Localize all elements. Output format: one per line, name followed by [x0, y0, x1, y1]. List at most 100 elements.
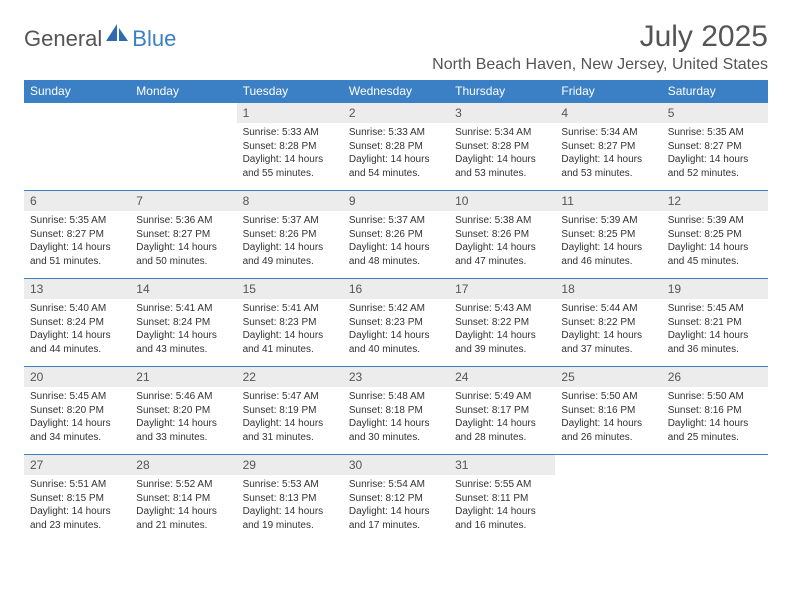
day-number: 21: [130, 367, 236, 387]
day-cell: 4Sunrise: 5:34 AMSunset: 8:27 PMDaylight…: [555, 103, 661, 191]
day-number: 30: [343, 455, 449, 475]
day-details: Sunrise: 5:44 AMSunset: 8:22 PMDaylight:…: [555, 299, 661, 362]
sunset: Sunset: 8:17 PM: [455, 404, 549, 418]
day-cell: 30Sunrise: 5:54 AMSunset: 8:12 PMDayligh…: [343, 455, 449, 543]
day-cell: 14Sunrise: 5:41 AMSunset: 8:24 PMDayligh…: [130, 279, 236, 367]
day-number: 17: [449, 279, 555, 299]
sunset: Sunset: 8:23 PM: [349, 316, 443, 330]
day-cell: 21Sunrise: 5:46 AMSunset: 8:20 PMDayligh…: [130, 367, 236, 455]
sunrise: Sunrise: 5:33 AM: [243, 126, 337, 140]
daylight: Daylight: 14 hours and 30 minutes.: [349, 417, 443, 444]
daylight: Daylight: 14 hours and 21 minutes.: [136, 505, 230, 532]
week-row: 27Sunrise: 5:51 AMSunset: 8:15 PMDayligh…: [24, 455, 768, 543]
sunset: Sunset: 8:26 PM: [455, 228, 549, 242]
daylight: Daylight: 14 hours and 45 minutes.: [668, 241, 762, 268]
day-number: 20: [24, 367, 130, 387]
sunrise: Sunrise: 5:45 AM: [668, 302, 762, 316]
sunset: Sunset: 8:20 PM: [136, 404, 230, 418]
daylight: Daylight: 14 hours and 54 minutes.: [349, 153, 443, 180]
daylight: Daylight: 14 hours and 36 minutes.: [668, 329, 762, 356]
daylight: Daylight: 14 hours and 52 minutes.: [668, 153, 762, 180]
logo-text-blue: Blue: [132, 26, 176, 52]
sunrise: Sunrise: 5:49 AM: [455, 390, 549, 404]
day-details: Sunrise: 5:41 AMSunset: 8:24 PMDaylight:…: [130, 299, 236, 362]
sunrise: Sunrise: 5:34 AM: [455, 126, 549, 140]
day-number: 23: [343, 367, 449, 387]
day-cell: 31Sunrise: 5:55 AMSunset: 8:11 PMDayligh…: [449, 455, 555, 543]
day-header: Monday: [130, 80, 236, 103]
day-number: 11: [555, 191, 661, 211]
day-cell: 8Sunrise: 5:37 AMSunset: 8:26 PMDaylight…: [237, 191, 343, 279]
sunset: Sunset: 8:28 PM: [455, 140, 549, 154]
sunset: Sunset: 8:26 PM: [349, 228, 443, 242]
daylight: Daylight: 14 hours and 47 minutes.: [455, 241, 549, 268]
daylight: Daylight: 14 hours and 44 minutes.: [30, 329, 124, 356]
daylight: Daylight: 14 hours and 39 minutes.: [455, 329, 549, 356]
sunset: Sunset: 8:28 PM: [349, 140, 443, 154]
sunrise: Sunrise: 5:43 AM: [455, 302, 549, 316]
week-row: 1Sunrise: 5:33 AMSunset: 8:28 PMDaylight…: [24, 103, 768, 191]
day-cell: 16Sunrise: 5:42 AMSunset: 8:23 PMDayligh…: [343, 279, 449, 367]
week-row: 13Sunrise: 5:40 AMSunset: 8:24 PMDayligh…: [24, 279, 768, 367]
day-number: 8: [237, 191, 343, 211]
day-cell: 3Sunrise: 5:34 AMSunset: 8:28 PMDaylight…: [449, 103, 555, 191]
daylight: Daylight: 14 hours and 33 minutes.: [136, 417, 230, 444]
sunset: Sunset: 8:21 PM: [668, 316, 762, 330]
day-header: Friday: [555, 80, 661, 103]
logo-sail-icon: [106, 24, 130, 47]
daylight: Daylight: 14 hours and 48 minutes.: [349, 241, 443, 268]
daylight: Daylight: 14 hours and 50 minutes.: [136, 241, 230, 268]
day-details: Sunrise: 5:42 AMSunset: 8:23 PMDaylight:…: [343, 299, 449, 362]
sunrise: Sunrise: 5:40 AM: [30, 302, 124, 316]
day-number: 10: [449, 191, 555, 211]
sunset: Sunset: 8:27 PM: [561, 140, 655, 154]
daylight: Daylight: 14 hours and 23 minutes.: [30, 505, 124, 532]
day-cell: 10Sunrise: 5:38 AMSunset: 8:26 PMDayligh…: [449, 191, 555, 279]
sunset: Sunset: 8:15 PM: [30, 492, 124, 506]
sunrise: Sunrise: 5:39 AM: [561, 214, 655, 228]
day-details: Sunrise: 5:36 AMSunset: 8:27 PMDaylight:…: [130, 211, 236, 274]
sunset: Sunset: 8:14 PM: [136, 492, 230, 506]
day-details: Sunrise: 5:35 AMSunset: 8:27 PMDaylight:…: [24, 211, 130, 274]
day-cell: 9Sunrise: 5:37 AMSunset: 8:26 PMDaylight…: [343, 191, 449, 279]
day-cell: 2Sunrise: 5:33 AMSunset: 8:28 PMDaylight…: [343, 103, 449, 191]
day-number: 28: [130, 455, 236, 475]
sunset: Sunset: 8:19 PM: [243, 404, 337, 418]
sunset: Sunset: 8:20 PM: [30, 404, 124, 418]
day-details: Sunrise: 5:52 AMSunset: 8:14 PMDaylight:…: [130, 475, 236, 538]
day-details: Sunrise: 5:37 AMSunset: 8:26 PMDaylight:…: [237, 211, 343, 274]
week-row: 6Sunrise: 5:35 AMSunset: 8:27 PMDaylight…: [24, 191, 768, 279]
month-title: July 2025: [432, 20, 768, 54]
day-details: Sunrise: 5:46 AMSunset: 8:20 PMDaylight:…: [130, 387, 236, 450]
sunset: Sunset: 8:22 PM: [561, 316, 655, 330]
day-details: Sunrise: 5:50 AMSunset: 8:16 PMDaylight:…: [555, 387, 661, 450]
sunset: Sunset: 8:27 PM: [30, 228, 124, 242]
day-number: 29: [237, 455, 343, 475]
sunset: Sunset: 8:16 PM: [668, 404, 762, 418]
day-details: Sunrise: 5:49 AMSunset: 8:17 PMDaylight:…: [449, 387, 555, 450]
day-details: Sunrise: 5:48 AMSunset: 8:18 PMDaylight:…: [343, 387, 449, 450]
day-cell: 27Sunrise: 5:51 AMSunset: 8:15 PMDayligh…: [24, 455, 130, 543]
sunset: Sunset: 8:25 PM: [668, 228, 762, 242]
day-cell: 1Sunrise: 5:33 AMSunset: 8:28 PMDaylight…: [237, 103, 343, 191]
sunrise: Sunrise: 5:50 AM: [561, 390, 655, 404]
sunset: Sunset: 8:28 PM: [243, 140, 337, 154]
day-number: 18: [555, 279, 661, 299]
logo-text-general: General: [24, 26, 102, 52]
calendar-page: General Blue July 2025 North Beach Haven…: [0, 0, 792, 563]
day-details: Sunrise: 5:53 AMSunset: 8:13 PMDaylight:…: [237, 475, 343, 538]
sunset: Sunset: 8:18 PM: [349, 404, 443, 418]
day-number: 7: [130, 191, 236, 211]
day-details: Sunrise: 5:45 AMSunset: 8:20 PMDaylight:…: [24, 387, 130, 450]
day-details: Sunrise: 5:54 AMSunset: 8:12 PMDaylight:…: [343, 475, 449, 538]
day-cell: 13Sunrise: 5:40 AMSunset: 8:24 PMDayligh…: [24, 279, 130, 367]
day-number: 31: [449, 455, 555, 475]
sunset: Sunset: 8:11 PM: [455, 492, 549, 506]
sunrise: Sunrise: 5:41 AM: [136, 302, 230, 316]
title-block: July 2025 North Beach Haven, New Jersey,…: [432, 20, 768, 74]
calendar-table: SundayMondayTuesdayWednesdayThursdayFrid…: [24, 80, 768, 543]
day-number: 13: [24, 279, 130, 299]
day-number: 1: [237, 103, 343, 123]
daylight: Daylight: 14 hours and 31 minutes.: [243, 417, 337, 444]
day-number: 4: [555, 103, 661, 123]
